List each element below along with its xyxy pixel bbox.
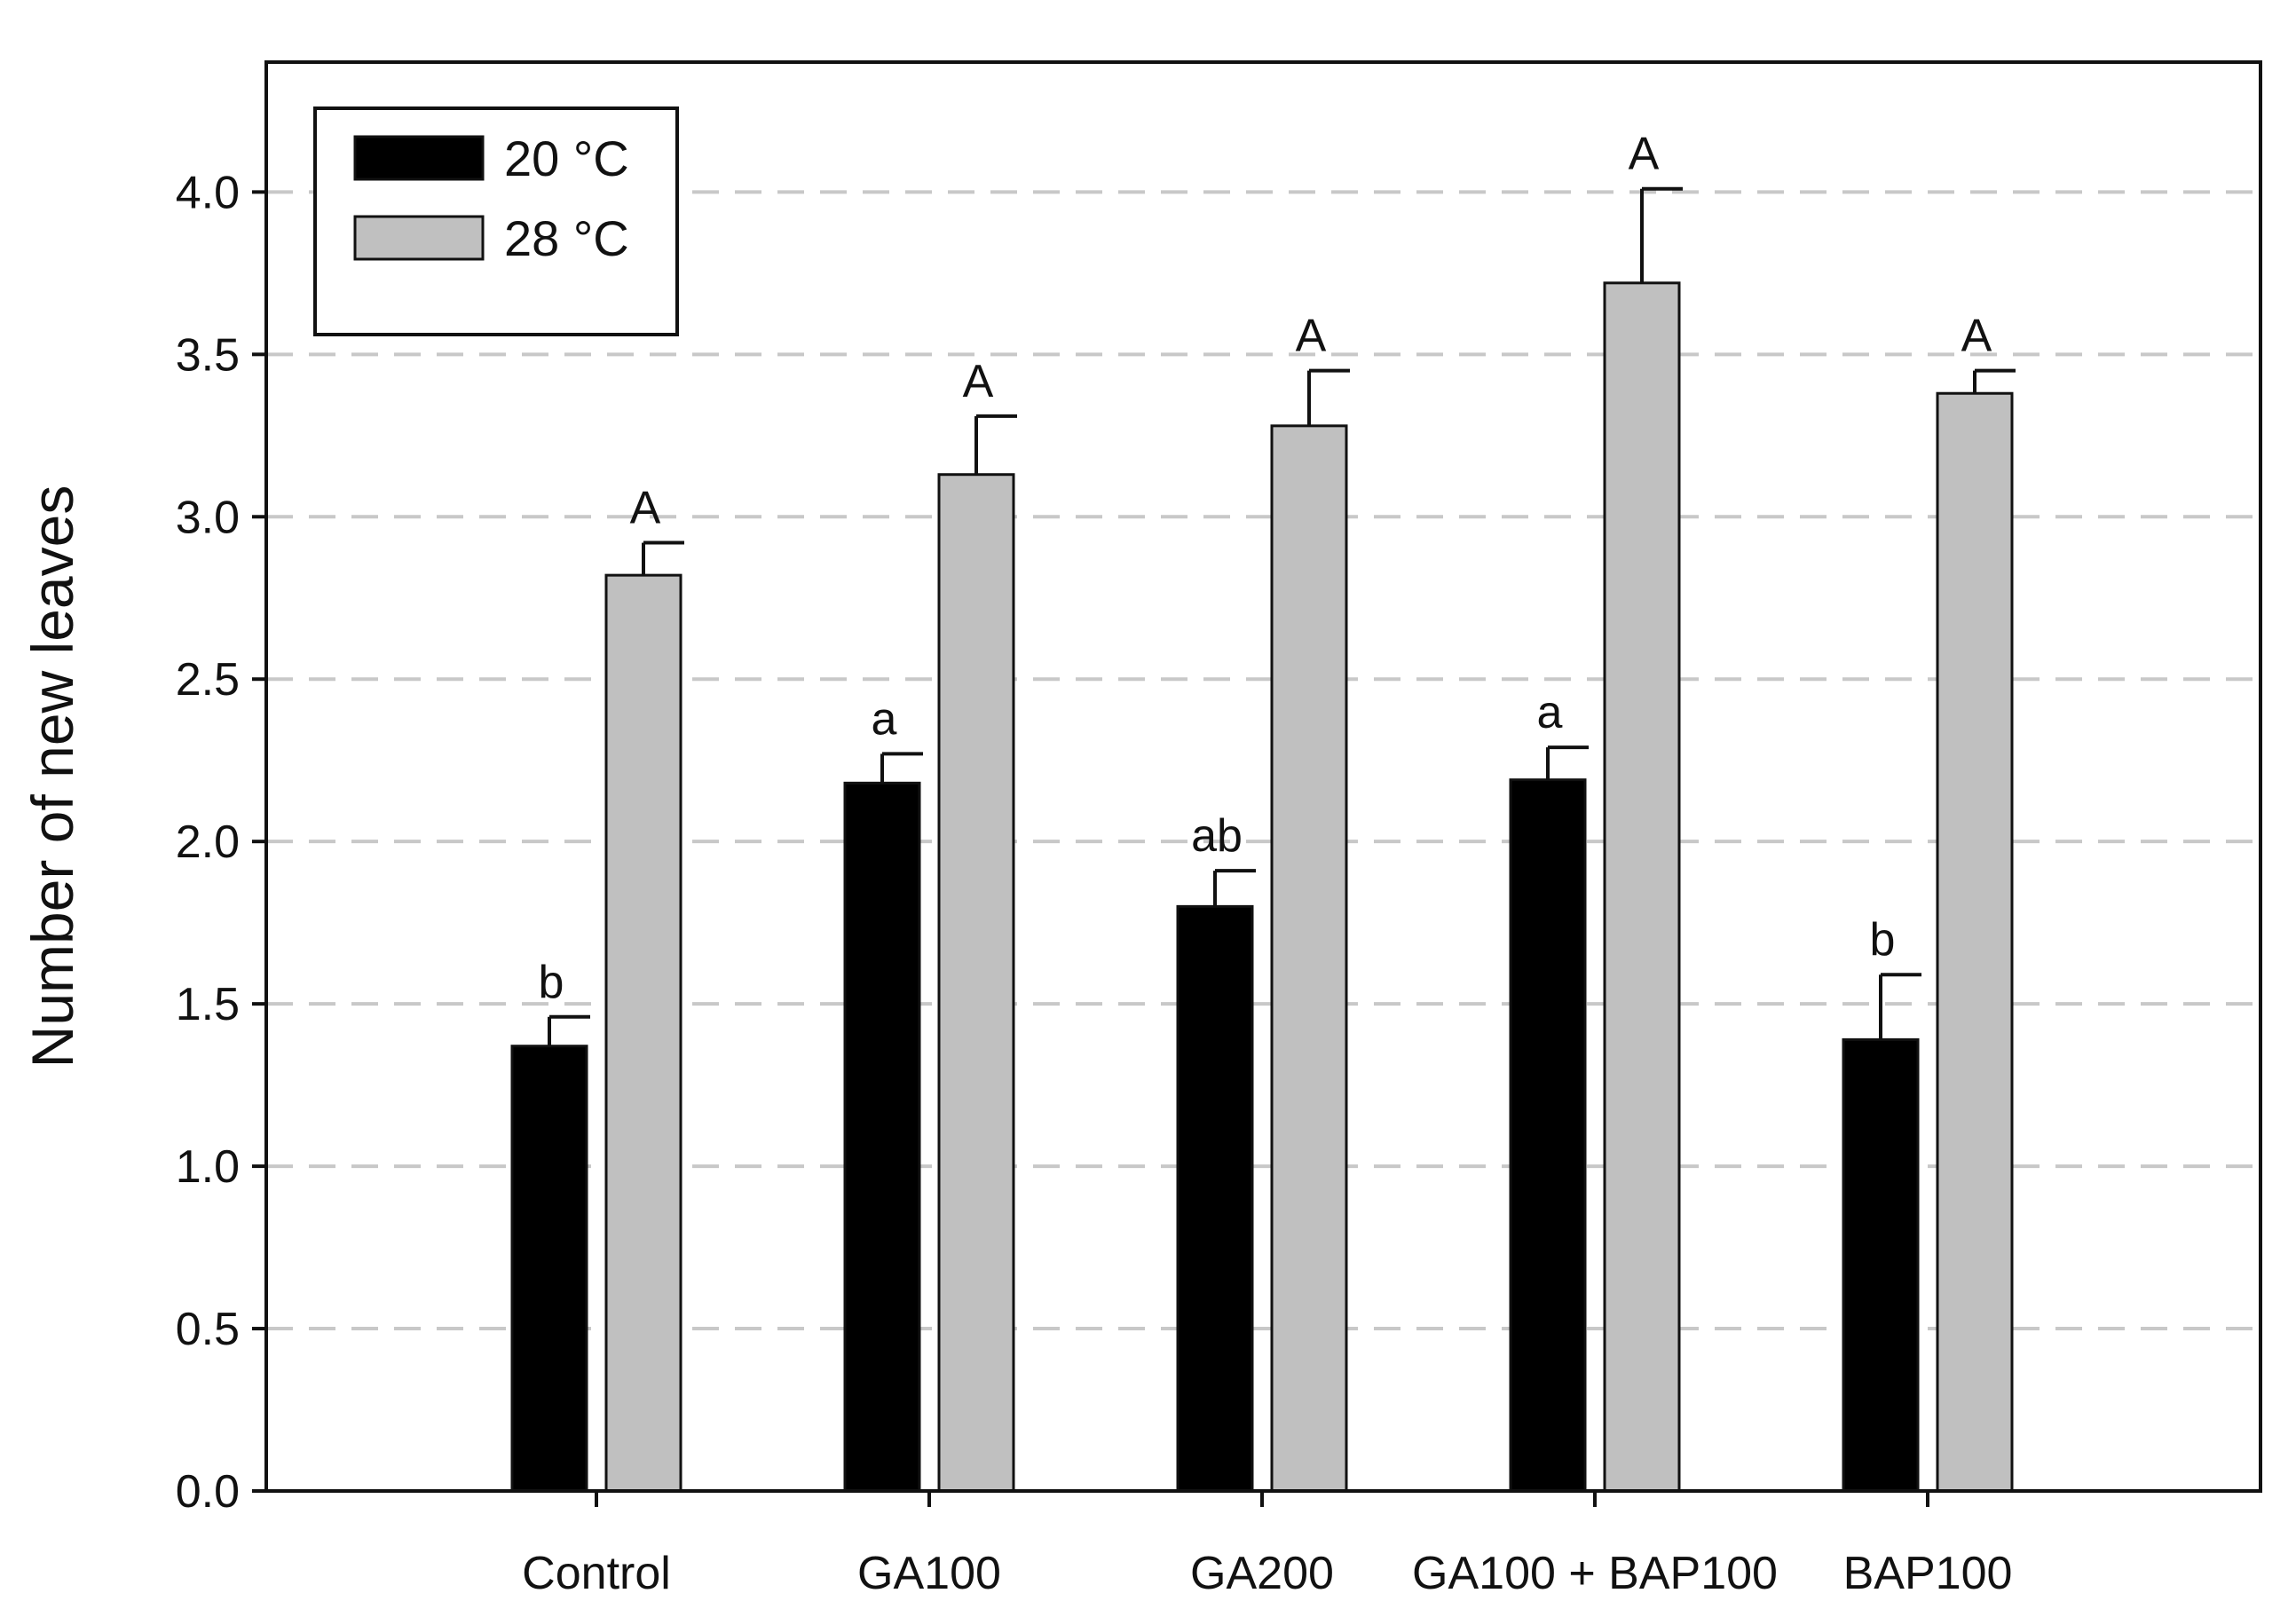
x-tick-label: Control: [522, 1548, 671, 1599]
legend-swatch: [353, 135, 485, 181]
x-tick-label: BAP100: [1843, 1548, 2013, 1599]
significance-letter: A: [1629, 129, 1660, 180]
bar: [510, 1045, 588, 1493]
axes: 0.0 0.5 1.0 1.5 2.0 2.5 3.0 3.5 4.0 Control GA100 G…: [176, 167, 2013, 1599]
bar: [843, 781, 921, 1493]
x-tick-label: GA200: [1190, 1548, 1334, 1599]
y-tick-label: 3.5: [176, 329, 240, 381]
bar: [1509, 778, 1587, 1493]
legend-swatch: [353, 215, 485, 261]
y-tick-label: 0.0: [176, 1466, 240, 1518]
y-tick-label: 1.0: [176, 1141, 240, 1193]
x-tick-label: GA100 + BAP100: [1412, 1548, 1778, 1599]
significance-letter: ab: [1191, 810, 1243, 862]
bar: [937, 473, 1015, 1493]
significance-letter: a: [1537, 687, 1563, 738]
y-axis-label: Number of new leaves: [20, 485, 85, 1069]
bar: [1842, 1037, 1920, 1493]
bar: [1270, 424, 1348, 1493]
significance-letter: b: [1870, 914, 1896, 966]
significance-letter: A: [1296, 311, 1327, 362]
error-bars: [548, 186, 2016, 1046]
significance-letter: A: [630, 483, 661, 534]
significance-letter: a: [872, 693, 897, 745]
bar: [1176, 904, 1254, 1493]
bar: [1603, 281, 1681, 1493]
y-tick-label: 0.5: [176, 1304, 240, 1355]
y-tick-label: 1.5: [176, 979, 240, 1030]
y-tick-label: 2.0: [176, 816, 240, 868]
bar: [1936, 391, 2014, 1493]
significance-letters: b Aa Aab Aa Ab A: [539, 129, 1992, 1008]
y-tick-label: 4.0: [176, 167, 240, 218]
legend-label: 20 °C: [504, 130, 629, 186]
significance-letter: A: [963, 356, 994, 407]
legend: 20 °C 28 °C: [313, 106, 679, 336]
gridlines: [266, 190, 2260, 1331]
x-tick-label: GA100: [857, 1548, 1001, 1599]
y-tick-label: 3.0: [176, 492, 240, 543]
legend-label: 28 °C: [504, 210, 629, 266]
bar: [604, 573, 682, 1493]
significance-letter: b: [539, 957, 564, 1008]
y-tick-label: 2.5: [176, 654, 240, 706]
bars: [510, 281, 2014, 1493]
significance-letter: A: [1961, 311, 1992, 362]
